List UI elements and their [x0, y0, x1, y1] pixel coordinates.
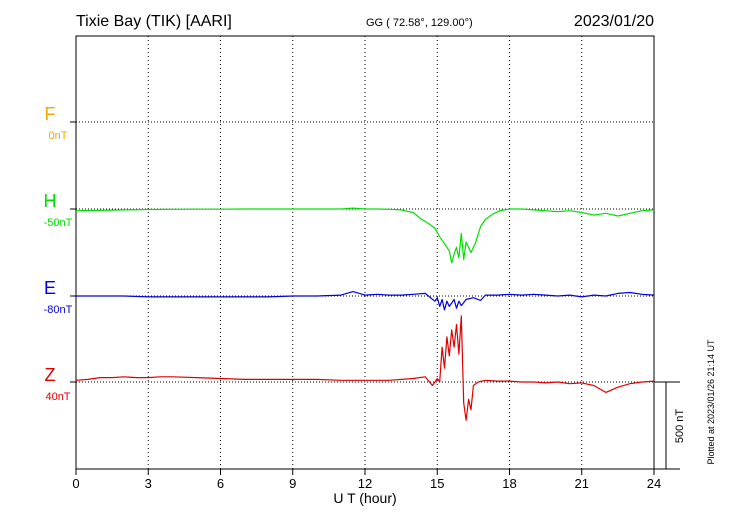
component-label-h: H	[44, 191, 57, 211]
baseline-value-f: 0nT	[49, 130, 68, 142]
component-label-e: E	[44, 278, 56, 298]
series	[75, 207, 655, 421]
x-tick-label: 24	[647, 476, 661, 491]
series-line-z	[75, 315, 655, 421]
x-axis-label: U T (hour)	[333, 490, 396, 506]
x-tick-label: 6	[217, 476, 224, 491]
x-tick-label: 21	[575, 476, 589, 491]
baseline-value-z: 40nT	[45, 391, 70, 403]
baseline-value-e: -80nT	[44, 304, 73, 316]
x-tick-label: 3	[145, 476, 152, 491]
x-axis-ticks: 0 3 6 9 12 15 18 21 24	[72, 469, 661, 491]
plotted-timestamp: Plotted at 2023/01/26 21:14 UT	[706, 339, 716, 465]
x-tick-label: 0	[72, 476, 79, 491]
x-tick-label: 18	[502, 476, 516, 491]
x-tick-label: 15	[430, 476, 444, 491]
station-coordinates: GG ( 72.58°, 129.00°)	[366, 17, 473, 29]
scale-bar-label: 500 nT	[674, 409, 686, 444]
series-line-h	[75, 207, 655, 264]
x-tick-label: 12	[358, 476, 372, 491]
chart-date: 2023/01/20	[574, 13, 654, 30]
scale-bar: 500 nT	[654, 381, 686, 470]
series-line-e	[76, 291, 655, 311]
baseline-value-h: -50nT	[44, 217, 73, 229]
grid	[147, 36, 583, 469]
component-label-f: F	[45, 104, 56, 124]
component-labels: F 0nT H -50nT E -80nT Z 40nT	[44, 104, 73, 403]
component-label-z: Z	[45, 365, 56, 385]
station-title: Tixie Bay (TIK) [AARI]	[76, 13, 232, 30]
x-tick-label: 9	[289, 476, 296, 491]
baselines	[70, 121, 654, 383]
